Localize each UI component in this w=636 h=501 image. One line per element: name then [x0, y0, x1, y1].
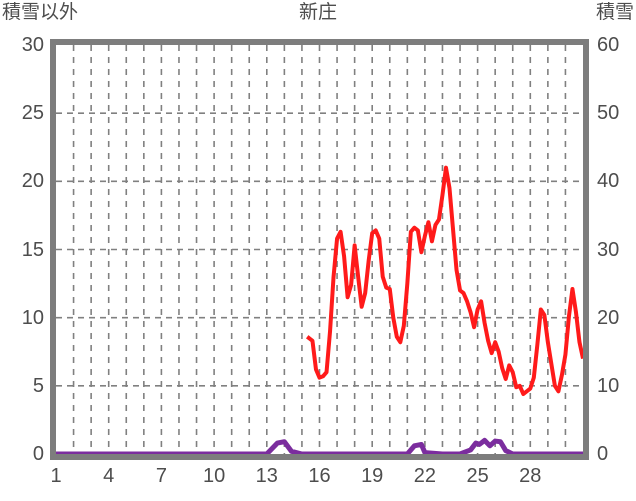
x-tick-19: 19 [361, 465, 384, 487]
y-tick-right-50: 50 [597, 102, 620, 125]
y-tick-left-25: 25 [21, 102, 44, 125]
x-tick-13: 13 [255, 465, 278, 487]
left-axis-title: 積雪以外 [2, 2, 79, 23]
plot-canvas [56, 45, 583, 454]
plot-area [50, 39, 589, 460]
series-layer [56, 168, 583, 454]
y-tick-left-0: 0 [32, 443, 44, 465]
chart-title: 新庄 [298, 2, 337, 23]
y-tick-right-20: 20 [597, 306, 620, 329]
x-tick-4: 4 [103, 465, 115, 487]
x-tick-10: 10 [202, 465, 226, 487]
y-tick-right-30: 30 [597, 238, 620, 261]
series-line-snow [56, 440, 583, 454]
y-tick-left-5: 5 [32, 374, 44, 397]
y-tick-right-0: 0 [597, 443, 609, 465]
y-tick-right-40: 40 [597, 170, 620, 193]
right-axis-title: 積雪 [595, 2, 634, 23]
series-line-non-snow [307, 168, 583, 394]
y-tick-left-30: 30 [21, 34, 44, 56]
y-tick-right-10: 10 [597, 374, 620, 397]
y-tick-left-15: 15 [21, 238, 44, 261]
x-tick-28: 28 [519, 465, 542, 487]
y-tick-right-60: 60 [597, 34, 620, 56]
x-tick-1: 1 [50, 465, 62, 487]
y-tick-left-20: 20 [21, 170, 44, 193]
x-tick-25: 25 [466, 465, 489, 487]
gridlines [56, 45, 583, 454]
x-tick-22: 22 [413, 465, 437, 487]
x-tick-7: 7 [155, 465, 167, 487]
y-tick-left-10: 10 [21, 306, 44, 329]
x-tick-16: 16 [308, 465, 331, 487]
